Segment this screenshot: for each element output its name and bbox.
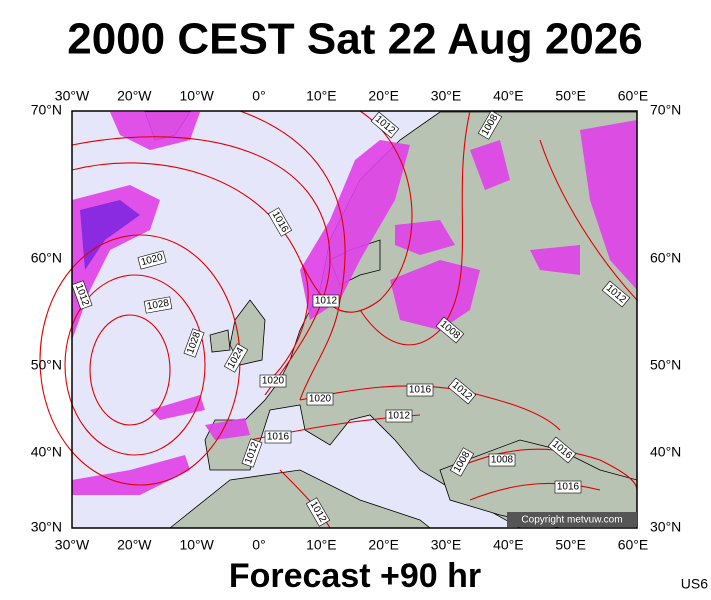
- isobar-label-box: [554, 480, 582, 494]
- isobar-label-text: 1020: [309, 394, 332, 405]
- lon-label-top: 50°E: [555, 88, 586, 104]
- lon-label-top: 60°E: [618, 88, 649, 104]
- lat-label-left: 50°N: [31, 357, 62, 373]
- isobar-label: 1012: [385, 409, 413, 423]
- lon-label-bottom: 50°E: [555, 537, 586, 553]
- isobar-label-box: [447, 377, 477, 405]
- isobar-label-box: [449, 447, 475, 477]
- isobar-label-box: [137, 250, 167, 270]
- isobar-label-box: [306, 392, 334, 406]
- lon-label-top: 20°E: [368, 88, 399, 104]
- lon-label-top: 30°W: [55, 88, 90, 104]
- isobar-label-text: 1016: [267, 432, 290, 443]
- isobar-label-box: [385, 409, 413, 423]
- isobar-label-box: [259, 374, 287, 388]
- lat-label-right: 30°N: [650, 519, 681, 535]
- isobar-label-box: [312, 294, 340, 308]
- isobar-label-text: 1016: [557, 482, 580, 493]
- isobar-label-box: [601, 280, 631, 308]
- copyright: Copyright metvuw.com: [521, 515, 622, 526]
- isobar-label: 1016: [554, 480, 582, 494]
- lon-label-bottom: 20°E: [368, 537, 399, 553]
- isobar-label-box: [241, 438, 263, 468]
- lon-label-bottom: 10°W: [179, 537, 214, 553]
- code: US6: [681, 576, 708, 592]
- lon-label-bottom: 60°E: [618, 537, 649, 553]
- lat-label-left: 60°N: [31, 250, 62, 266]
- isobar-label: 1008: [488, 453, 516, 467]
- lat-label-left: 70°N: [31, 102, 62, 118]
- isobar-label: 1020: [306, 392, 334, 406]
- lat-label-right: 40°N: [650, 444, 681, 460]
- isobar-label-box: [71, 280, 93, 310]
- lon-label-top: 10°E: [306, 88, 337, 104]
- isobar-label-box: [488, 453, 516, 467]
- lon-label-top: 20°W: [117, 88, 152, 104]
- isobar-label: 1016: [406, 383, 434, 397]
- footer: Forecast +90 hr: [229, 557, 481, 595]
- isobar-label-text: 1028: [146, 298, 170, 313]
- lat-label-left: 40°N: [31, 444, 62, 460]
- lat-label-left: 30°N: [31, 519, 62, 535]
- lat-label-right: 60°N: [650, 250, 681, 266]
- isobar-label-box: [305, 497, 331, 527]
- isobar-label-text: 1008: [491, 455, 514, 466]
- lon-label-top: 10°W: [179, 88, 214, 104]
- lon-label-bottom: 10°E: [306, 537, 337, 553]
- isobar-label-text: 1012: [315, 296, 338, 307]
- lon-label-bottom: 0°: [252, 537, 265, 553]
- isobar-label: 1020: [259, 374, 287, 388]
- lat-label-right: 70°N: [650, 102, 681, 118]
- lon-label-bottom: 30°E: [431, 537, 462, 553]
- isobar-label-box: [223, 343, 249, 373]
- isobar-label-box: [435, 316, 465, 344]
- axes: 30°W 30°W 20°W 20°W 10°W 10°W 0° 0° 10°E 10°E 20°E…: [31, 88, 682, 553]
- isobar-label: 1028: [143, 296, 173, 314]
- title: 2000 CEST Sat 22 Aug 2026: [67, 15, 643, 64]
- isobar-label: 1020: [137, 250, 167, 270]
- lon-label-top: 30°E: [431, 88, 462, 104]
- precipitation: [72, 112, 637, 495]
- isobar-label-box: [264, 430, 292, 444]
- isobar-label-box: [267, 207, 293, 237]
- isobar-label-box: [547, 436, 577, 464]
- isobar-label-box: [406, 383, 434, 397]
- lon-label-top: 0°: [252, 88, 265, 104]
- isobar-label-text: 1012: [388, 411, 411, 422]
- isobar-label: 1012: [312, 294, 340, 308]
- isobar-label-text: 1016: [409, 385, 432, 396]
- lon-label-top: 40°E: [493, 88, 524, 104]
- lat-label-right: 50°N: [650, 357, 681, 373]
- isobar-label-box: [143, 296, 173, 314]
- lon-label-bottom: 30°W: [55, 537, 90, 553]
- map-frame: [71, 110, 638, 529]
- isobar-label-box: [477, 110, 503, 140]
- isobar-label-box: [183, 328, 205, 358]
- lon-label-bottom: 40°E: [493, 537, 524, 553]
- isobar-label: 1016: [264, 430, 292, 444]
- isobar-label-text: 1020: [262, 376, 285, 387]
- copyright-box: [507, 512, 637, 527]
- lon-label-bottom: 20°W: [117, 537, 152, 553]
- isobar-label-box: [370, 111, 400, 139]
